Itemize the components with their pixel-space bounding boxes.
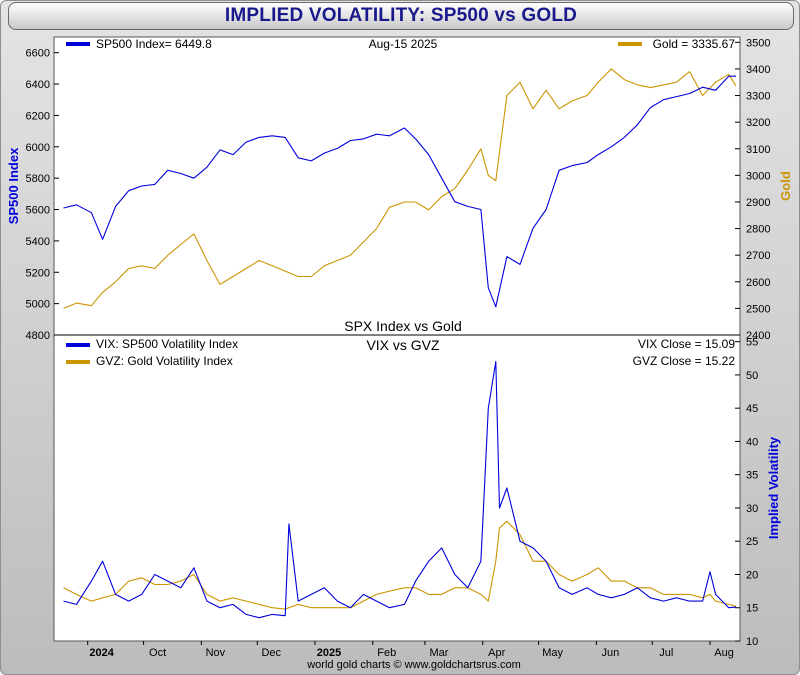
y-tick-label-vol: 40 (746, 436, 758, 448)
tick-layer: 4800 5000 5200 5400 5600 5800 6000 6200 6400 6600… (26, 37, 771, 659)
legend-vix-label: VIX: SP500 Volatility Index (96, 337, 238, 351)
gvz-close-label: GVZ Close = 15.22 (633, 354, 736, 368)
legend-gvz-label: GVZ: Gold Volatility Index (96, 354, 233, 368)
y-tick-label-spx: 5400 (26, 236, 50, 248)
legend-gold-label: Gold = 3335.67 (653, 37, 736, 51)
y-tick-label-vol: 10 (746, 636, 758, 648)
series-layer (63, 68, 737, 619)
gvz-series-line (63, 520, 737, 610)
page-title: IMPLIED VOLATILITY: SP500 vs GOLD (8, 2, 794, 30)
x-tick-label: Jun (602, 647, 620, 659)
x-tick-label: Dec (261, 647, 281, 659)
y-tick-label-spx: 5200 (26, 267, 50, 279)
y-tick-label-vol: 20 (746, 569, 758, 581)
y-tick-label-vol: 30 (746, 503, 758, 515)
y-tick-label-gold: 3000 (746, 170, 770, 182)
y-axis-title-spx: SP500 Index (6, 147, 21, 224)
y-tick-label-vol: 55 (746, 337, 758, 349)
y-tick-label-spx: 6200 (26, 110, 50, 122)
y-axis-title-gold: Gold (778, 171, 793, 201)
x-tick-label: Feb (377, 647, 396, 659)
y-tick-label-vol: 15 (746, 603, 758, 615)
plot-area (53, 36, 741, 642)
x-tick-label: 2024 (89, 647, 114, 659)
y-tick-label-vol: 25 (746, 536, 758, 548)
y-tick-label-gold: 2500 (746, 303, 770, 315)
y-tick-label-gold: 3200 (746, 117, 770, 129)
y-tick-label-spx: 4800 (26, 330, 50, 342)
x-tick-label: Oct (149, 647, 166, 659)
y-tick-label-spx: 6600 (26, 48, 50, 60)
y-tick-label-spx: 6000 (26, 142, 50, 154)
x-tick-label: Aug (714, 647, 734, 659)
x-tick-label: May (542, 647, 563, 659)
y-tick-label-spx: 5000 (26, 299, 50, 311)
spx-series-line (63, 75, 737, 308)
y-axis-title-vol: Implied Volatility (766, 436, 781, 539)
x-tick-label: 2025 (317, 647, 341, 659)
x-tick-label: Apr (488, 647, 505, 659)
y-tick-label-gold: 3100 (746, 144, 770, 156)
y-tick-label-gold: 2800 (746, 224, 770, 236)
y-tick-label-gold: 2400 (746, 330, 770, 342)
x-tick-label: Jul (659, 647, 673, 659)
footer-credit: world gold charts © www.goldchartsrus.co… (306, 659, 521, 671)
legend-spx-label: SP500 Index= 6449.8 (96, 37, 212, 51)
y-tick-label-vol: 35 (746, 470, 758, 482)
y-tick-label-vol: 45 (746, 403, 758, 415)
y-tick-label-gold: 3500 (746, 37, 770, 49)
gold-series-line (63, 68, 737, 309)
top-panel-title: SPX Index vs Gold (344, 318, 462, 334)
vix-close-label: VIX Close = 15.09 (638, 337, 735, 351)
y-tick-label-vol: 50 (746, 370, 758, 382)
y-tick-label-gold: 3300 (746, 91, 770, 103)
vix-series-line (63, 361, 737, 619)
y-tick-label-gold: 2700 (746, 250, 770, 262)
chart-date: Aug-15 2025 (369, 37, 438, 51)
y-tick-label-spx: 5800 (26, 173, 50, 185)
y-tick-label-spx: 5600 (26, 205, 50, 217)
y-tick-label-gold: 2900 (746, 197, 770, 209)
x-tick-label: Nov (206, 647, 226, 659)
x-tick-label: Mar (429, 647, 448, 659)
y-tick-label-gold: 2600 (746, 277, 770, 289)
y-tick-label-gold: 3400 (746, 64, 770, 76)
bottom-panel-title: VIX vs GVZ (366, 337, 440, 353)
y-tick-label-spx: 6400 (26, 79, 50, 91)
